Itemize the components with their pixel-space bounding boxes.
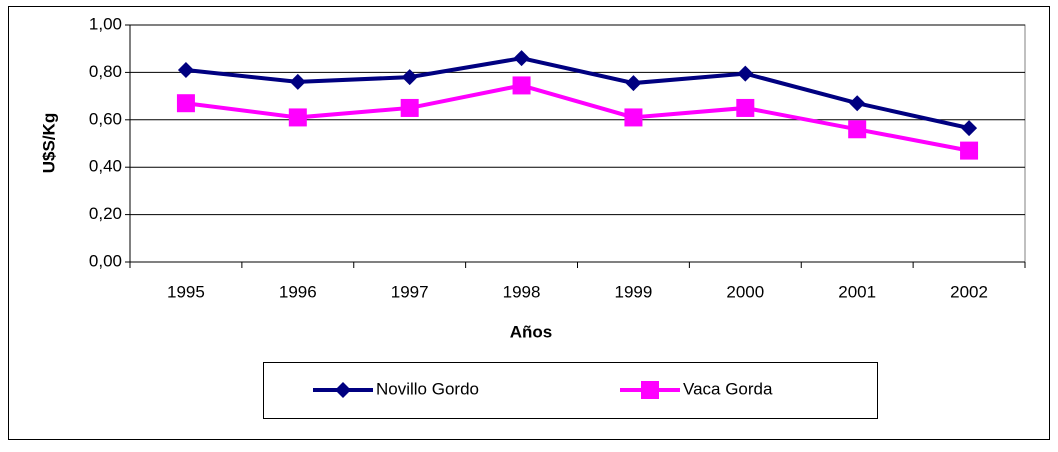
data-point xyxy=(288,108,307,127)
x-tick-label: 1996 xyxy=(279,282,317,301)
y-tick-label: 0,40 xyxy=(89,157,122,176)
data-point xyxy=(401,69,418,86)
legend-marker xyxy=(335,382,351,398)
x-tick-label: 2001 xyxy=(838,282,876,301)
data-point xyxy=(176,94,195,113)
data-point xyxy=(289,73,306,90)
y-tick-label: 0,00 xyxy=(89,251,122,270)
data-point xyxy=(624,108,643,127)
y-tick-label: 0,60 xyxy=(89,109,122,128)
series-line xyxy=(185,56,970,131)
data-point xyxy=(513,50,530,67)
data-point xyxy=(177,62,194,79)
x-tick-label: 1995 xyxy=(167,282,205,301)
data-point xyxy=(400,98,419,117)
legend-marker xyxy=(641,381,659,399)
data-point xyxy=(737,65,754,82)
data-point xyxy=(961,120,978,137)
series-line xyxy=(185,83,970,153)
data-point xyxy=(848,120,867,139)
y-tick-label: 0,20 xyxy=(89,204,122,223)
x-axis-label: Años xyxy=(510,322,553,341)
x-tick-label: 1999 xyxy=(615,282,653,301)
legend-label: Vaca Gorda xyxy=(683,379,773,398)
y-axis-label: U$S/Kg xyxy=(39,113,58,173)
data-point xyxy=(625,75,642,92)
x-tick-label: 2000 xyxy=(726,282,764,301)
x-tick-label: 1997 xyxy=(391,282,429,301)
y-tick-label: 0,80 xyxy=(89,62,122,81)
x-tick-label: 1998 xyxy=(503,282,541,301)
data-point xyxy=(512,76,531,95)
x-tick-label: 2002 xyxy=(950,282,988,301)
plot-area xyxy=(129,24,1026,263)
legend-label: Novillo Gordo xyxy=(376,379,479,398)
y-tick-label: 1,00 xyxy=(89,14,122,33)
data-point xyxy=(736,98,755,117)
data-point xyxy=(960,141,979,160)
data-point xyxy=(849,95,866,112)
